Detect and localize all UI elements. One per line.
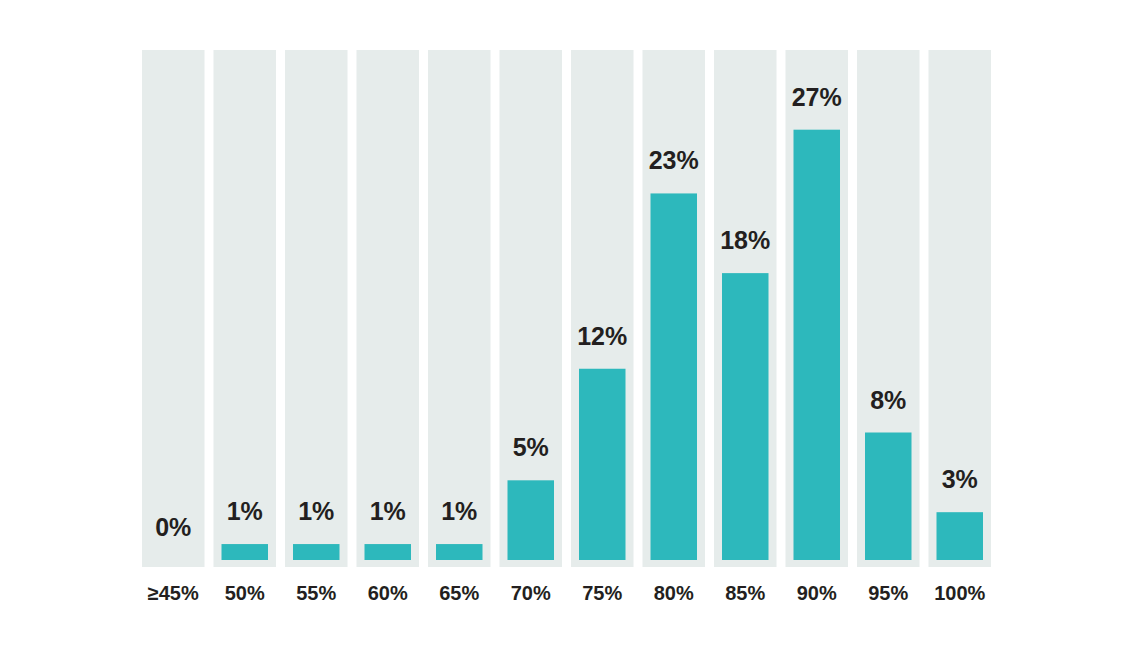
bar xyxy=(293,544,340,560)
column-background xyxy=(214,50,277,567)
category-label: 60% xyxy=(368,582,408,604)
column-background xyxy=(714,50,777,567)
data-label: 3% xyxy=(942,465,978,493)
bar xyxy=(579,369,626,560)
category-label: 90% xyxy=(797,582,837,604)
column-background xyxy=(786,50,849,567)
labels: 0% ≥45% 1% 50% 1% 55% 1% 60% 1% 65% 5% 70% 12% 75% 23%… xyxy=(148,83,986,604)
data-label: 1% xyxy=(298,497,334,525)
column-background xyxy=(428,50,491,567)
category-label: 70% xyxy=(511,582,551,604)
data-label: 23% xyxy=(649,146,699,174)
category-label: 80% xyxy=(654,582,694,604)
column-background xyxy=(857,50,920,567)
bar xyxy=(508,480,555,560)
data-label: 18% xyxy=(720,226,770,254)
bar xyxy=(794,130,841,560)
bars xyxy=(222,130,984,560)
bar xyxy=(222,544,269,560)
data-label: 1% xyxy=(441,497,477,525)
category-label: 65% xyxy=(439,582,479,604)
category-label: 55% xyxy=(296,582,336,604)
category-label: 95% xyxy=(868,582,908,604)
data-label: 5% xyxy=(513,433,549,461)
column-background xyxy=(285,50,348,567)
category-label: ≥45% xyxy=(148,582,199,604)
data-label: 8% xyxy=(870,386,906,414)
category-label: 50% xyxy=(225,582,265,604)
bar xyxy=(651,193,698,560)
bar xyxy=(150,560,197,561)
column-background xyxy=(142,50,205,567)
category-label: 75% xyxy=(582,582,622,604)
column-background xyxy=(929,50,992,567)
bar xyxy=(436,544,483,560)
data-label: 12% xyxy=(577,322,627,350)
chart-container: 0% ≥45% 1% 50% 1% 55% 1% 60% 1% 65% 5% 70% 12% 75% 23%… xyxy=(0,0,1140,649)
column-background xyxy=(357,50,420,567)
data-label: 1% xyxy=(227,497,263,525)
chart-svg: 0% ≥45% 1% 50% 1% 55% 1% 60% 1% 65% 5% 70% 12% 75% 23%… xyxy=(0,0,1140,649)
column-background xyxy=(500,50,563,567)
columns xyxy=(142,50,991,567)
column-background xyxy=(571,50,634,567)
bar xyxy=(722,273,769,560)
category-label: 85% xyxy=(725,582,765,604)
bar xyxy=(365,544,412,560)
bar xyxy=(937,512,984,560)
data-label: 0% xyxy=(155,513,191,541)
data-label: 1% xyxy=(370,497,406,525)
data-label: 27% xyxy=(792,83,842,111)
bar xyxy=(865,433,912,561)
category-label: 100% xyxy=(934,582,985,604)
column-background xyxy=(643,50,706,567)
